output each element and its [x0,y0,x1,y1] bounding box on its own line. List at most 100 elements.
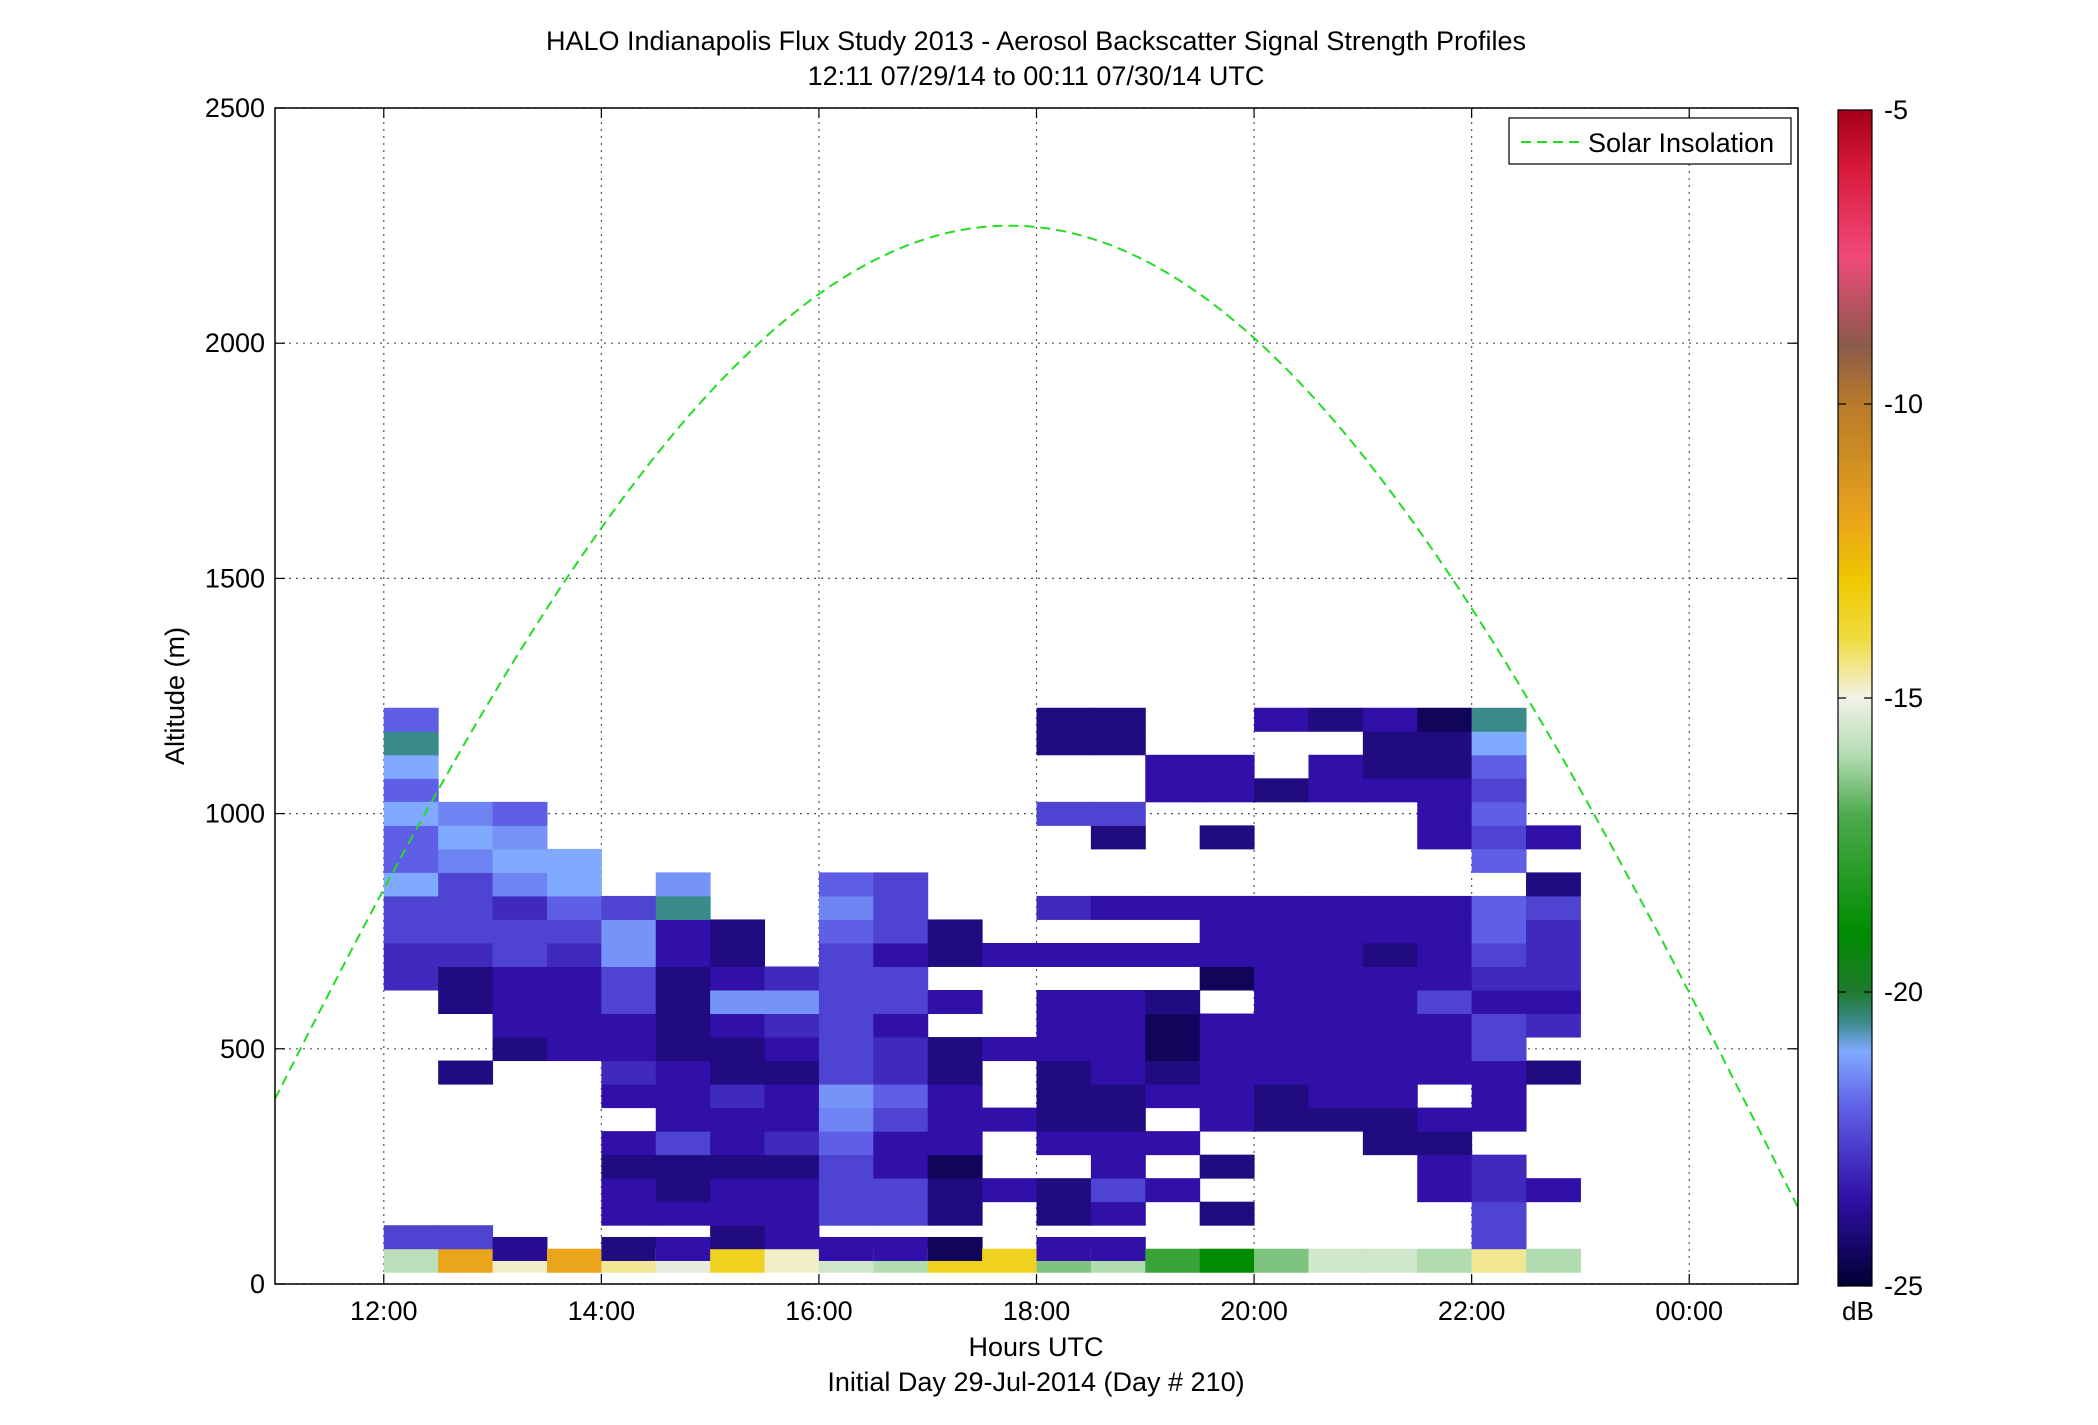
heatmap-cell [710,1178,766,1203]
heatmap-cell [438,848,494,873]
heatmap-cell [1145,1013,1201,1038]
heatmap-cell [1526,1248,1581,1273]
heatmap-cell [383,754,439,779]
heatmap-cell [710,1084,766,1109]
heatmap-cell [764,1178,820,1203]
heatmap-cell [1471,942,1527,967]
heatmap-cell [1308,778,1364,803]
heatmap-cell [1308,895,1364,920]
heatmap-cell [1254,990,1309,1015]
heatmap-cell [383,707,439,732]
heatmap-cell [438,990,494,1015]
heatmap-cell [1308,1060,1364,1085]
heatmap-cell [710,1107,766,1132]
heatmap-cell [601,1060,657,1085]
heatmap-cell [546,1248,602,1273]
heatmap-cell [1471,754,1527,779]
y-tick-label: 1500 [205,563,265,593]
heatmap-cell [492,1236,548,1261]
heatmap-cell [1362,1248,1418,1273]
heatmap-cell [1090,1107,1146,1132]
heatmap-cell [710,1131,766,1156]
heatmap-cell [1417,1107,1473,1132]
heatmap-cell [383,895,439,920]
heatmap-cell [982,1037,1037,1062]
heatmap-cell [1362,778,1418,803]
heatmap-cell [818,942,874,967]
heatmap-cell [1199,1060,1255,1085]
heatmap-cell [764,1248,820,1273]
heatmap-cell [1036,1037,1092,1062]
heatmap-cell [818,1201,874,1226]
heatmap-cell [818,1178,874,1203]
heatmap-cell [1036,942,1092,967]
heatmap-cell [1417,942,1473,967]
heatmap-cell [1308,754,1364,779]
heatmap-cell [1471,707,1527,732]
heatmap-cell [1199,942,1255,967]
heatmap-cell [1308,990,1364,1015]
heatmap-cell [927,1154,983,1179]
heatmap-cell [927,1201,983,1226]
heatmap-cell [1145,1037,1201,1062]
heatmap-cell [1199,1037,1255,1062]
heatmap-cell [818,872,874,897]
heatmap-cell [873,1107,929,1132]
heatmap-cell [1417,825,1473,850]
heatmap-cell [710,919,766,944]
heatmap-cell [383,848,439,873]
y-tick-label: 1000 [205,799,265,829]
heatmap-cell [764,1060,820,1085]
heatmap-cell [1362,731,1418,756]
heatmap-cell [546,966,602,991]
y-axis: 0 500 1000 1500 2000 2500 [205,93,1798,1299]
heatmap-cell [764,1131,820,1156]
heatmap-cell [601,1084,657,1109]
heatmap-cell [1254,1060,1309,1085]
heatmap-cell [655,1201,711,1226]
heatmap-cell [1471,825,1527,850]
colorbar-label: dB [1842,1296,1874,1326]
heatmap-cell [1254,778,1309,803]
heatmap-cell [1526,872,1581,897]
heatmap-cell [655,1131,711,1156]
heatmap-cell [492,919,548,944]
heatmap-cell [1417,1154,1473,1179]
heatmap-cell [546,872,602,897]
heatmap-cell [710,990,766,1015]
heatmap-cell [655,1236,711,1261]
x-tick-label: 16:00 [785,1296,853,1326]
heatmap-cell [710,1248,766,1273]
heatmap-cell [546,1037,602,1062]
heatmap-cell [818,1084,874,1109]
heatmap-cell [1308,942,1364,967]
heatmap-cell [1036,990,1092,1015]
heatmap-cell [873,1178,929,1203]
heatmap-cell [1145,895,1201,920]
heatmap-cell [764,966,820,991]
heatmap-cell [818,1037,874,1062]
heatmap-cell [1362,919,1418,944]
heatmap-cell [1471,1037,1527,1062]
heatmap-cell [1308,1107,1364,1132]
heatmap-cell [1254,707,1309,732]
heatmap-cell [1036,731,1092,756]
heatmap-cell [1417,754,1473,779]
heatmap-cell [1362,1131,1418,1156]
heatmap-cell [655,919,711,944]
heatmap-cell [383,919,439,944]
heatmap-cell [818,1107,874,1132]
heatmap-cell [1526,1013,1581,1038]
heatmap-cell [438,895,494,920]
heatmap-cell [1090,895,1146,920]
heatmap-cell [873,1154,929,1179]
heatmap-cell [1090,1084,1146,1109]
heatmap-cell [1036,1084,1092,1109]
heatmap-cell [818,1154,874,1179]
heatmap-cell [1090,1131,1146,1156]
heatmap-cell [438,966,494,991]
heatmap-cell [546,848,602,873]
heatmap-cell [927,1131,983,1156]
heatmap-cell [764,1225,820,1250]
heatmap-cell [1145,754,1201,779]
